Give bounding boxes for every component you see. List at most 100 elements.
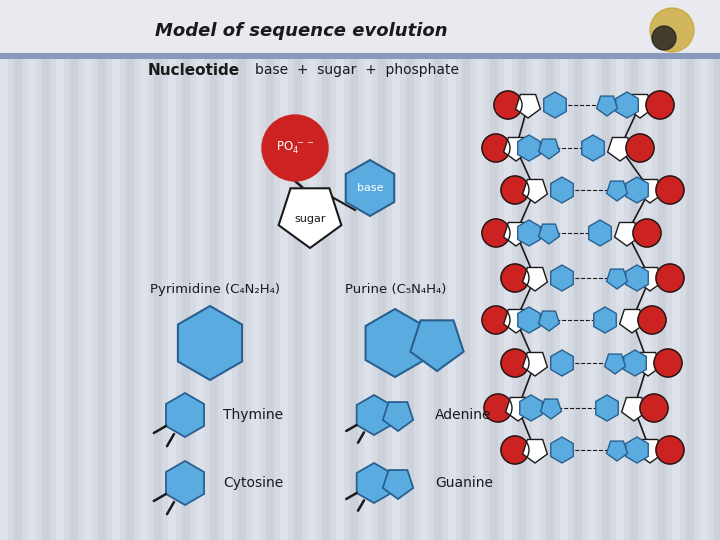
Bar <box>42 0 49 540</box>
Bar <box>462 0 469 540</box>
Polygon shape <box>166 461 204 505</box>
Circle shape <box>633 219 661 247</box>
Polygon shape <box>541 399 562 419</box>
Polygon shape <box>410 320 464 371</box>
Bar <box>686 0 693 540</box>
Polygon shape <box>383 470 413 499</box>
Bar <box>56 0 63 540</box>
Bar <box>336 0 343 540</box>
Circle shape <box>646 91 674 119</box>
Polygon shape <box>356 463 392 503</box>
Text: Guanine: Guanine <box>435 476 493 490</box>
Bar <box>434 0 441 540</box>
Polygon shape <box>523 267 547 291</box>
Bar <box>112 0 119 540</box>
Bar <box>560 0 567 540</box>
Circle shape <box>494 91 522 119</box>
Polygon shape <box>626 437 648 463</box>
Bar <box>532 0 539 540</box>
Polygon shape <box>539 224 559 244</box>
Polygon shape <box>503 309 528 333</box>
Bar <box>238 0 245 540</box>
Bar <box>140 0 147 540</box>
Circle shape <box>482 134 510 162</box>
Polygon shape <box>166 393 204 437</box>
Polygon shape <box>523 179 547 203</box>
Bar <box>182 0 189 540</box>
Polygon shape <box>346 160 395 216</box>
Bar <box>196 0 203 540</box>
Polygon shape <box>597 96 618 116</box>
Bar <box>406 0 413 540</box>
Polygon shape <box>606 269 627 289</box>
Bar <box>224 0 231 540</box>
Circle shape <box>650 8 694 52</box>
Bar <box>84 0 91 540</box>
Polygon shape <box>518 135 540 161</box>
Circle shape <box>656 436 684 464</box>
Bar <box>714 0 720 540</box>
Circle shape <box>626 134 654 162</box>
Circle shape <box>501 349 529 377</box>
Circle shape <box>656 176 684 204</box>
Bar <box>70 0 77 540</box>
Bar <box>490 0 497 540</box>
Polygon shape <box>626 265 648 291</box>
Polygon shape <box>539 139 559 159</box>
Text: PO$_4^{\ --}$: PO$_4^{\ --}$ <box>276 140 315 156</box>
Text: Nucleotide: Nucleotide <box>148 63 240 78</box>
Bar <box>168 0 175 540</box>
Polygon shape <box>520 395 542 421</box>
Circle shape <box>482 306 510 334</box>
Polygon shape <box>608 138 632 161</box>
Polygon shape <box>589 220 611 246</box>
Bar <box>644 0 651 540</box>
Bar <box>630 0 637 540</box>
Bar <box>700 0 707 540</box>
Polygon shape <box>383 402 413 431</box>
Bar <box>574 0 581 540</box>
Text: Adenine: Adenine <box>435 408 492 422</box>
Circle shape <box>638 306 666 334</box>
Polygon shape <box>606 441 627 461</box>
Bar <box>672 0 679 540</box>
Polygon shape <box>615 222 639 246</box>
Polygon shape <box>544 92 566 118</box>
Bar <box>504 0 511 540</box>
Polygon shape <box>621 397 647 421</box>
Bar <box>588 0 595 540</box>
Circle shape <box>501 176 529 204</box>
Polygon shape <box>616 92 638 118</box>
Polygon shape <box>595 395 618 421</box>
Circle shape <box>484 394 512 422</box>
Polygon shape <box>638 267 662 291</box>
Polygon shape <box>594 307 616 333</box>
Polygon shape <box>551 177 573 203</box>
Polygon shape <box>605 354 626 374</box>
Polygon shape <box>551 350 573 376</box>
Polygon shape <box>523 440 547 463</box>
Polygon shape <box>551 265 573 291</box>
Polygon shape <box>518 220 540 246</box>
Bar <box>658 0 665 540</box>
Bar <box>252 0 259 540</box>
Circle shape <box>652 26 676 50</box>
Text: Thymine: Thymine <box>223 408 283 422</box>
Polygon shape <box>539 311 559 331</box>
Bar <box>546 0 553 540</box>
Bar <box>28 0 35 540</box>
Bar <box>322 0 329 540</box>
Polygon shape <box>518 307 540 333</box>
Polygon shape <box>505 397 531 421</box>
Bar <box>308 0 315 540</box>
Bar <box>616 0 623 540</box>
Polygon shape <box>503 138 528 161</box>
Polygon shape <box>516 94 541 118</box>
Circle shape <box>640 394 668 422</box>
Polygon shape <box>626 177 648 203</box>
Text: Purine (C₅N₄H₄): Purine (C₅N₄H₄) <box>345 283 446 296</box>
Bar <box>98 0 105 540</box>
Bar <box>0 0 7 540</box>
Bar <box>364 0 371 540</box>
Polygon shape <box>620 309 644 333</box>
